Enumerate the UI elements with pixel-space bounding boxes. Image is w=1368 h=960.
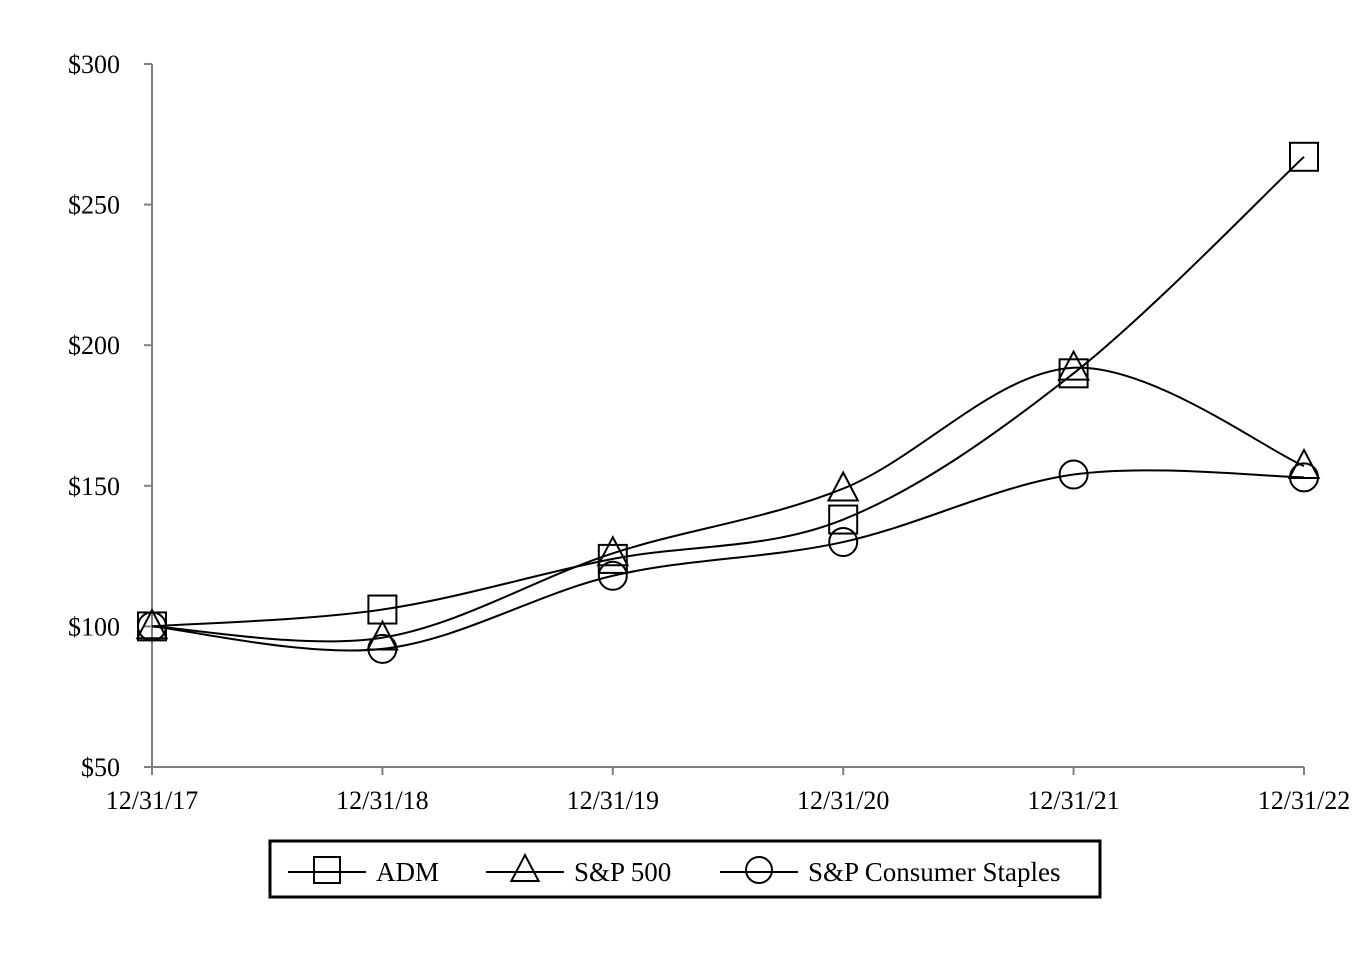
data-point-s-p-consumer-staples bbox=[367, 633, 398, 664]
data-point-adm bbox=[828, 504, 859, 535]
chart-series bbox=[135, 141, 1321, 664]
y-tick-label: $50 bbox=[81, 753, 120, 782]
data-point-s-p-consumer-staples bbox=[137, 611, 167, 642]
legend-label: S&P Consumer Staples bbox=[808, 857, 1061, 887]
y-tick-label: $100 bbox=[68, 612, 120, 641]
legend-item-adm: ADM bbox=[288, 856, 439, 887]
y-tick-label: $300 bbox=[68, 50, 120, 79]
series-line-adm bbox=[151, 156, 1305, 628]
chart-legend: ADM S&P 500 S&P Consumer Staples bbox=[268, 839, 1102, 899]
y-tick-label: $250 bbox=[68, 191, 120, 220]
data-point-adm bbox=[1058, 358, 1089, 389]
x-tick-label: 12/31/18 bbox=[336, 786, 428, 815]
legend-item-s-p-consumer-staples: S&P Consumer Staples bbox=[720, 856, 1061, 887]
series-line-s-p-consumer-staples bbox=[151, 469, 1305, 652]
data-point-s-p-500 bbox=[1287, 447, 1321, 480]
data-point-s-p-consumer-staples bbox=[597, 560, 628, 591]
series-s-p-consumer-staples bbox=[137, 459, 1319, 664]
legend-item-s-p-500: S&P 500 bbox=[486, 852, 671, 887]
x-tick-label: 12/31/20 bbox=[797, 786, 889, 815]
data-point-s-p-500 bbox=[826, 470, 860, 502]
series-line-s-p-500 bbox=[151, 366, 1305, 643]
x-tick-label: 12/31/17 bbox=[106, 786, 198, 815]
data-point-s-p-consumer-staples bbox=[828, 527, 859, 558]
y-tick-label: $150 bbox=[68, 472, 120, 501]
x-tick-label: 12/31/22 bbox=[1258, 786, 1350, 815]
series-s-p-500 bbox=[135, 349, 1321, 651]
y-tick-label: $200 bbox=[68, 331, 120, 360]
data-point-s-p-500 bbox=[596, 535, 630, 567]
legend-box bbox=[268, 839, 1102, 899]
data-point-s-p-500 bbox=[1057, 349, 1090, 381]
x-tick-label: 12/31/19 bbox=[567, 786, 659, 815]
data-point-s-p-consumer-staples bbox=[1289, 462, 1319, 493]
x-tick-label: 12/31/21 bbox=[1027, 786, 1119, 815]
legend-label: S&P 500 bbox=[574, 857, 671, 887]
data-point-s-p-consumer-staples bbox=[1058, 459, 1089, 490]
data-point-adm bbox=[1289, 141, 1319, 172]
legend-marker-circle bbox=[745, 856, 773, 884]
chart-axes: $50 $100 $150 $200 $250 $300 12/31/17 12/31/18 1… bbox=[68, 50, 1350, 815]
series-adm bbox=[137, 141, 1319, 642]
legend-label: ADM bbox=[376, 857, 439, 887]
legend-marker-triangle bbox=[509, 852, 541, 883]
legend-marker-square bbox=[313, 856, 341, 884]
data-point-s-p-500 bbox=[135, 608, 169, 640]
